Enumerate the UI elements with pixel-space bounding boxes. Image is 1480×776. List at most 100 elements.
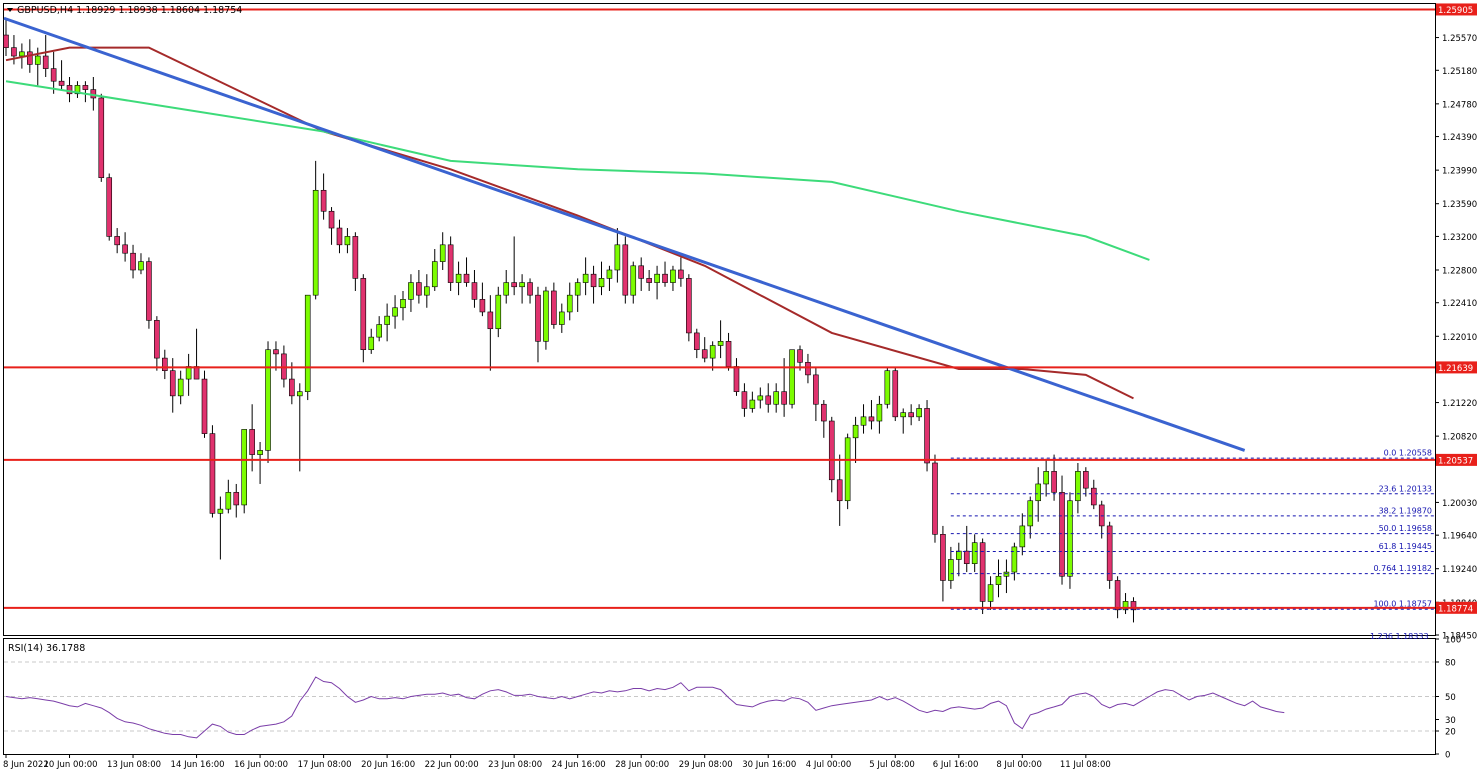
bear-candle-body: [535, 294, 541, 342]
y-tick-label: 1.20030: [1442, 499, 1477, 509]
rsi-y-tick-label: 80: [1445, 659, 1456, 669]
candle: [805, 353, 811, 384]
candle: [455, 261, 462, 296]
bear-candle-body: [352, 236, 359, 279]
candle: [662, 261, 668, 287]
y-tick-label: 1.24780: [1442, 100, 1477, 110]
bear-candle-body: [733, 366, 740, 392]
bear-candle-body: [416, 282, 422, 296]
y-tick-label: 1.22800: [1442, 266, 1477, 276]
candle: [836, 454, 843, 526]
x-tick-label: 24 Jun 16:00: [552, 760, 606, 770]
bull-candle-body: [344, 236, 351, 246]
bear-candle-body: [765, 395, 772, 405]
candle: [66, 77, 73, 103]
x-tick-label: 28 Jun 00:00: [615, 760, 669, 770]
y-tick-label: 1.21220: [1442, 399, 1477, 409]
bear-candle-body: [320, 189, 327, 212]
bull-candle-body: [455, 273, 462, 283]
bear-candle-body: [289, 378, 295, 397]
price-label-box: [1436, 3, 1477, 16]
candle: [344, 228, 351, 254]
candle: [447, 236, 454, 291]
candle: [400, 290, 406, 321]
fib-level-label: 38.2 1.19870: [1379, 506, 1432, 515]
candle: [543, 286, 549, 350]
bear-candle-body: [11, 47, 17, 57]
y-tick-label: 1.25905: [1438, 6, 1473, 16]
bull-candle-body: [400, 299, 406, 309]
bull-candle-body: [916, 408, 922, 418]
bull-candle-body: [987, 584, 994, 602]
bull-candle-body: [312, 189, 319, 296]
candle: [257, 442, 263, 484]
bear-candle-body: [511, 282, 517, 288]
candle: [50, 51, 57, 94]
candle: [289, 362, 295, 405]
bull-candle-body: [241, 429, 247, 506]
bull-candle-body: [852, 424, 859, 439]
candle: [868, 400, 875, 430]
candle: [582, 257, 589, 296]
bull-candle-body: [670, 269, 676, 283]
bull-candle-body: [392, 307, 398, 317]
bull-candle-body: [304, 294, 311, 392]
candle: [821, 400, 827, 438]
rsi-y-tick-label: 0: [1445, 751, 1450, 761]
candle: [860, 404, 867, 434]
bear-candle-body: [813, 374, 819, 405]
candle: [431, 249, 438, 291]
bear-candle-body: [638, 265, 645, 279]
candle: [709, 341, 716, 371]
bull-candle-body: [19, 51, 25, 57]
bear-candle-body: [249, 429, 255, 455]
bear-candle-body: [1130, 601, 1137, 611]
candle: [932, 454, 938, 543]
candle: [352, 232, 359, 291]
bull-candle-body: [1043, 471, 1049, 485]
candle: [733, 358, 740, 396]
candle: [138, 253, 144, 275]
candle: [3, 18, 9, 57]
candle: [265, 341, 271, 463]
bear-candle-body: [797, 349, 803, 363]
bear-candle-body: [725, 341, 732, 367]
bull-candle-body: [614, 244, 621, 271]
bull-candle-body: [844, 437, 851, 502]
bull-candle-body: [265, 349, 271, 451]
bull-candle-body: [1019, 525, 1026, 548]
bear-candle-body: [58, 80, 65, 86]
candle: [566, 282, 573, 321]
candle: [900, 408, 907, 434]
candle: [162, 349, 168, 380]
collapse-triangle-icon[interactable]: [7, 8, 13, 12]
bull-candle-body: [598, 278, 605, 288]
candle: [749, 391, 756, 413]
candle: [1019, 513, 1026, 556]
bull-candle-body: [709, 345, 716, 359]
x-tick-label: 10 Jun 00:00: [44, 760, 98, 770]
bear-candle-body: [924, 408, 930, 464]
candle: [686, 274, 692, 342]
fib-level-label: 0.0 1.20558: [1384, 449, 1432, 458]
candle: [487, 295, 494, 371]
bull-candle-body: [884, 370, 891, 405]
candle: [209, 425, 216, 518]
bear-candle-body: [273, 349, 279, 355]
bull-candle-body: [431, 261, 438, 288]
bull-candle-body: [566, 294, 573, 313]
candle: [741, 383, 748, 417]
candle: [360, 274, 367, 363]
downtrend-line[interactable]: [3, 16, 1246, 452]
x-tick-label: 17 Jun 08:00: [298, 760, 352, 770]
bull-candle-body: [217, 508, 224, 514]
bull-candle-body: [773, 391, 779, 405]
fib-level-label: 23.6 1.20133: [1379, 484, 1432, 493]
candle: [519, 274, 525, 304]
candle: [1035, 467, 1041, 522]
candle: [1067, 492, 1073, 589]
candle: [1003, 559, 1010, 594]
candle: [789, 349, 795, 409]
bull-candle-body: [225, 492, 232, 510]
